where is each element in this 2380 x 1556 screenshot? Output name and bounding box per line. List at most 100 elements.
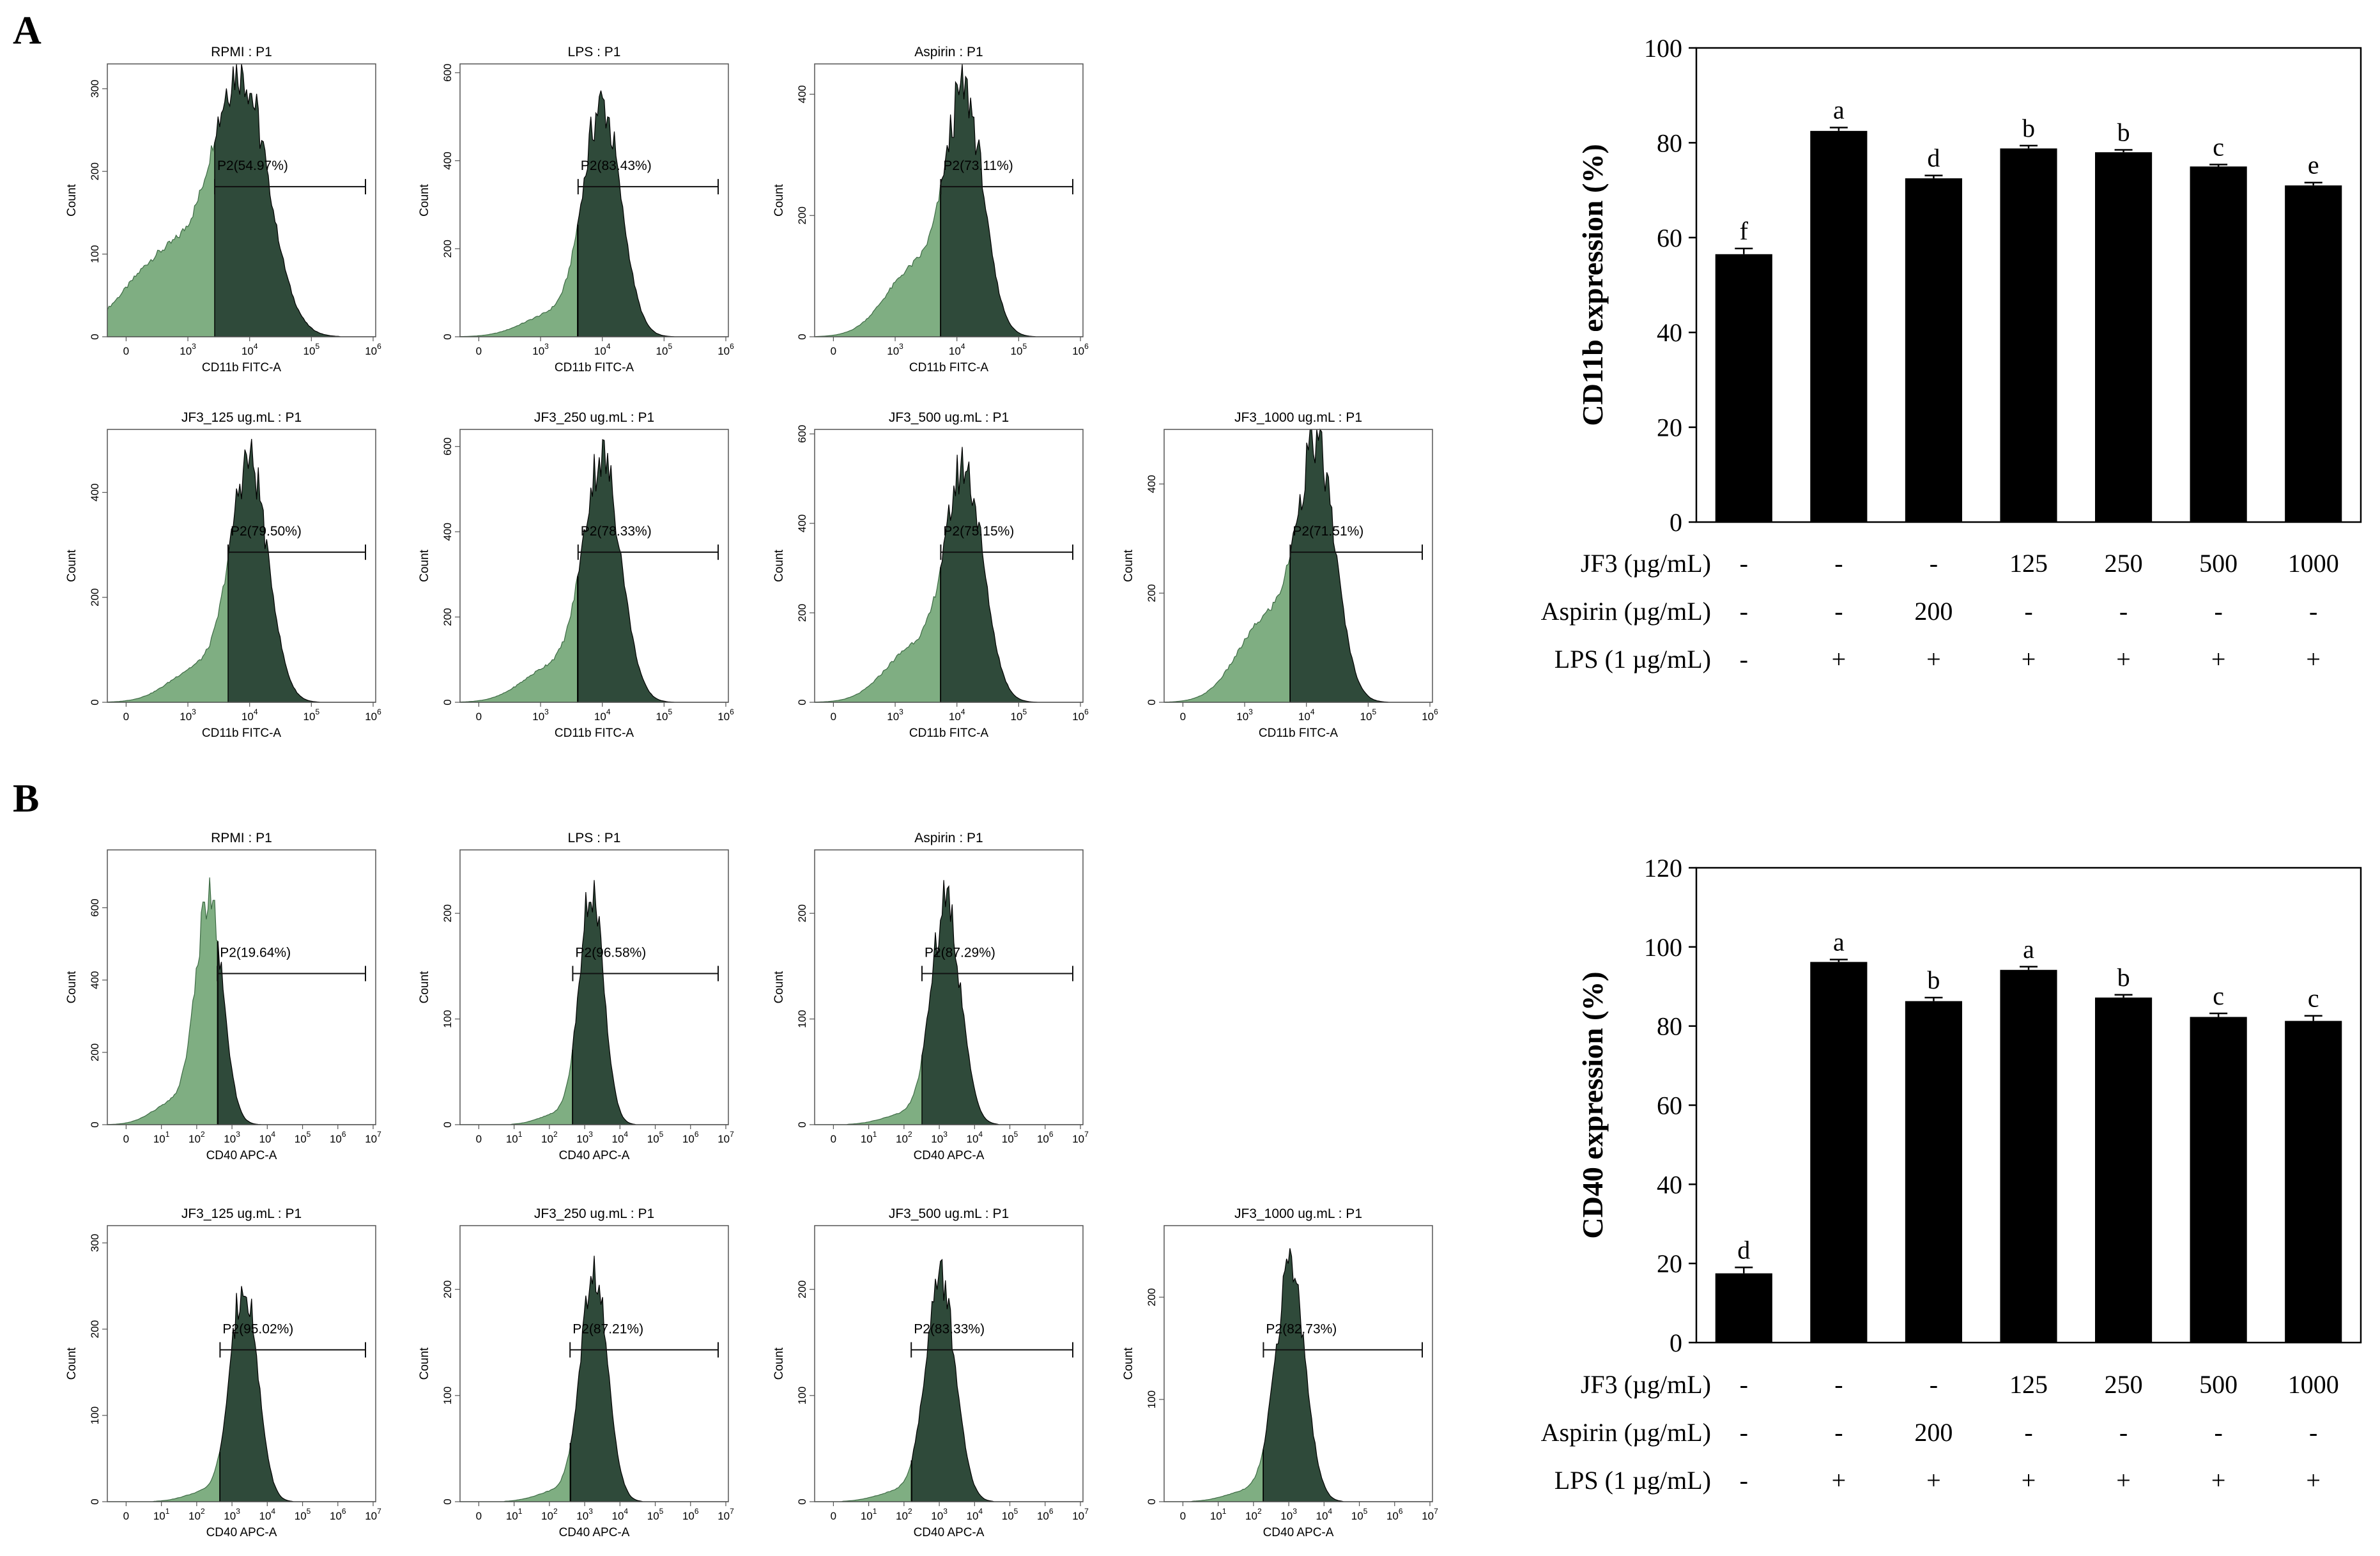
treatment-cell: - bbox=[1740, 645, 1748, 674]
x-tick-label: 0 bbox=[476, 1510, 482, 1522]
x-axis-label: CD40 APC-A bbox=[914, 1149, 985, 1162]
x-tick-label: 0 bbox=[476, 345, 482, 357]
treatment-cell: 1000 bbox=[2288, 549, 2339, 578]
bar bbox=[2095, 152, 2153, 523]
y-tick-label: 0 bbox=[89, 1498, 101, 1504]
x-tick-label: 102 bbox=[1245, 1507, 1262, 1522]
x-tick-label: 103 bbox=[576, 1130, 593, 1145]
significance-letter: a bbox=[2023, 935, 2034, 964]
x-tick-label: 105 bbox=[1002, 1507, 1018, 1522]
flow-histogram: JF3_1000 ug.mL : P1 0 200 400 Count 0 103 104 10… bbox=[1122, 410, 1438, 740]
x-tick-label: 107 bbox=[718, 1507, 734, 1522]
histogram-title: JF3_500 ug.mL : P1 bbox=[889, 1206, 1009, 1221]
y-tick-label: 0 bbox=[796, 699, 808, 705]
x-tick-label: 0 bbox=[831, 345, 836, 357]
y-tick-label: 0 bbox=[441, 1498, 454, 1504]
x-tick-label: 106 bbox=[365, 342, 381, 357]
x-axis-label: CD40 APC-A bbox=[206, 1149, 277, 1162]
histogram-title: JF3_1000 ug.mL : P1 bbox=[1234, 1206, 1362, 1221]
x-tick-label: 104 bbox=[949, 342, 965, 357]
x-tick-label: 103 bbox=[532, 707, 549, 723]
x-tick-label: 103 bbox=[532, 342, 549, 357]
histogram-gated-area bbox=[570, 1256, 728, 1502]
histogram-ungated-area bbox=[459, 224, 578, 337]
x-tick-label: 103 bbox=[931, 1507, 948, 1522]
y-axis-label: Count bbox=[772, 549, 786, 582]
x-tick-label: 103 bbox=[224, 1507, 240, 1522]
x-tick-label: 102 bbox=[541, 1130, 558, 1145]
x-axis-label: CD11b FITC-A bbox=[1259, 727, 1339, 740]
x-tick-label: 104 bbox=[967, 1130, 983, 1145]
histogram-ungated-area bbox=[1164, 1449, 1264, 1502]
y-axis-label: Count bbox=[65, 183, 79, 216]
y-tick-label: 0 bbox=[441, 699, 454, 705]
y-tick-label: 100 bbox=[441, 1387, 454, 1405]
x-tick-label: 101 bbox=[153, 1130, 170, 1145]
x-tick-label: 105 bbox=[656, 342, 673, 357]
y-tick-label: 20 bbox=[1657, 413, 1682, 442]
histogram-gated-area bbox=[1289, 428, 1432, 703]
x-tick-label: 104 bbox=[949, 707, 965, 723]
y-tick-label: 40 bbox=[1657, 1170, 1682, 1199]
x-tick-label: 107 bbox=[365, 1507, 381, 1522]
histogram-gated-area bbox=[940, 447, 1083, 703]
flow-histogram: LPS : P1 0 200 400 600 Count 0 103 104 105 106 CD11… bbox=[418, 45, 734, 374]
histogram-gated-area bbox=[940, 64, 1083, 337]
significance-letter: d bbox=[1737, 1235, 1750, 1264]
histogram-gated-area bbox=[911, 1258, 1083, 1502]
x-tick-label: 0 bbox=[831, 1133, 836, 1145]
flow-histogram: Aspirin : P1 0 100 200 Count 0 101 102 103 104 105… bbox=[772, 831, 1089, 1162]
y-tick-label: 600 bbox=[441, 64, 454, 82]
treatment-cell: + bbox=[1926, 1466, 1941, 1495]
x-tick-label: 103 bbox=[931, 1130, 948, 1145]
y-tick-label: 0 bbox=[441, 1121, 454, 1127]
histogram-gated-area bbox=[1263, 1248, 1432, 1502]
treatment-cell: 500 bbox=[2199, 549, 2238, 578]
histogram-gated-area bbox=[572, 880, 728, 1125]
x-tick-label: 102 bbox=[188, 1130, 205, 1145]
y-axis-label: Count bbox=[1122, 549, 1135, 582]
treatment-cell: + bbox=[1926, 645, 1941, 674]
x-tick-label: 105 bbox=[1351, 1507, 1368, 1522]
treatment-cell: 200 bbox=[1914, 597, 1953, 626]
y-tick-label: 0 bbox=[1670, 1329, 1682, 1357]
x-tick-label: 106 bbox=[330, 1130, 346, 1145]
y-tick-label: 0 bbox=[89, 1121, 101, 1127]
x-tick-label: 101 bbox=[153, 1507, 170, 1522]
significance-letter: a bbox=[1833, 96, 1845, 125]
y-tick-label: 100 bbox=[89, 1406, 101, 1424]
y-tick-label: 400 bbox=[1146, 475, 1158, 493]
y-tick-label: 600 bbox=[89, 898, 101, 916]
y-tick-label: 200 bbox=[89, 1044, 101, 1061]
x-tick-label: 103 bbox=[1236, 707, 1253, 723]
flow-histogram: RPMI : P1 0 100 200 300 Count 0 103 104 105 106 CD1… bbox=[65, 45, 381, 374]
histogram-ungated-area bbox=[107, 557, 229, 703]
flow-histogram: JF3_125 ug.mL : P1 0 200 400 Count 0 103 104 105… bbox=[65, 410, 381, 740]
treatment-row-label: Aspirin (µg/mL) bbox=[1541, 597, 1711, 626]
treatment-cell: + bbox=[2211, 1466, 2226, 1495]
x-tick-label: 105 bbox=[647, 1130, 664, 1145]
bar bbox=[2285, 185, 2342, 522]
x-tick-label: 107 bbox=[1072, 1507, 1089, 1522]
x-tick-label: 101 bbox=[506, 1507, 523, 1522]
treatment-cell: - bbox=[1740, 1466, 1748, 1495]
histogram-frame bbox=[107, 849, 376, 1125]
y-tick-label: 0 bbox=[1670, 508, 1682, 537]
gate-label: P2(95.02%) bbox=[222, 1321, 293, 1336]
histogram-gated-area bbox=[214, 63, 376, 337]
x-tick-label: 101 bbox=[861, 1130, 877, 1145]
histogram-frame bbox=[459, 63, 729, 337]
x-tick-label: 106 bbox=[1386, 1507, 1403, 1522]
y-tick-label: 200 bbox=[441, 240, 454, 258]
y-tick-label: 0 bbox=[796, 334, 808, 339]
x-tick-label: 104 bbox=[612, 1130, 629, 1145]
significance-letter: b bbox=[2117, 118, 2130, 147]
treatment-cell: + bbox=[2306, 645, 2321, 674]
x-tick-label: 105 bbox=[1011, 707, 1027, 723]
significance-letter: d bbox=[1927, 144, 1940, 173]
y-tick-label: 400 bbox=[441, 151, 454, 169]
histogram-gated-area bbox=[577, 439, 728, 703]
x-tick-label: 0 bbox=[831, 711, 836, 723]
x-tick-label: 105 bbox=[647, 1507, 664, 1522]
treatment-cell: + bbox=[2116, 1466, 2131, 1495]
